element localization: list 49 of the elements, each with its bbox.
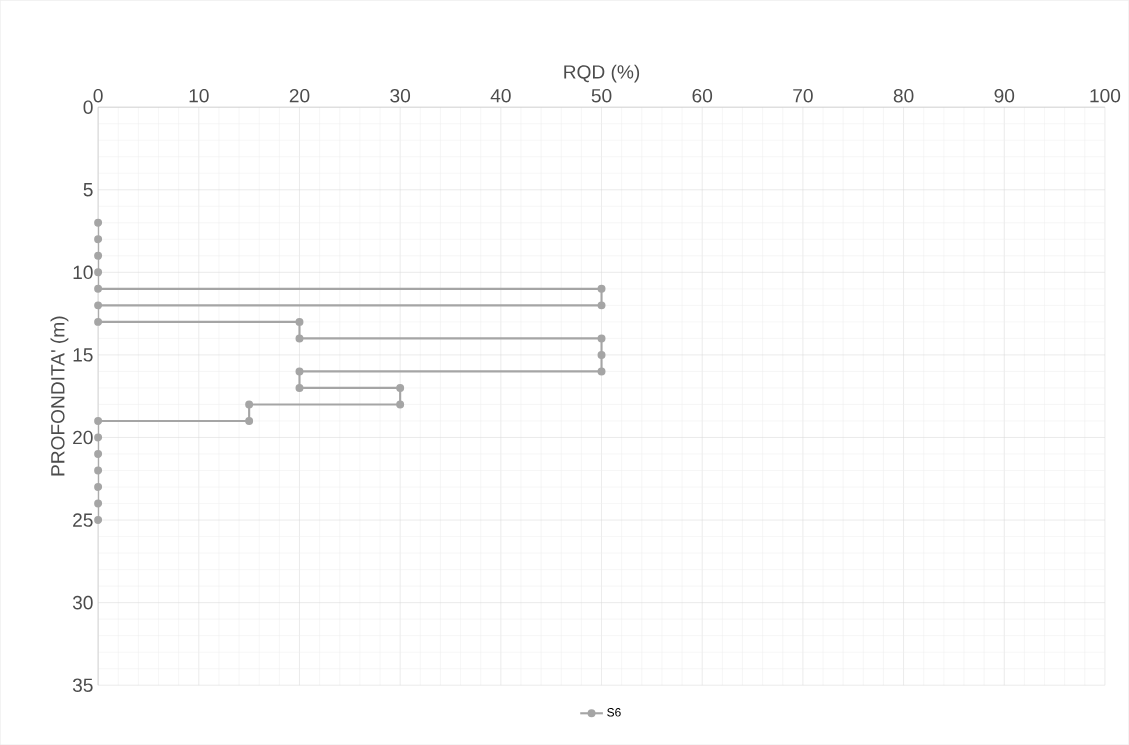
point bbox=[94, 466, 103, 475]
x-axis-title: RQD (%) bbox=[564, 64, 640, 83]
y-tick-label: 25 bbox=[73, 513, 93, 527]
x-tick-label: 80 bbox=[893, 88, 914, 103]
point bbox=[94, 301, 103, 310]
point bbox=[295, 317, 304, 326]
point bbox=[295, 334, 304, 343]
point bbox=[94, 235, 103, 244]
x-tick-label: 70 bbox=[793, 88, 813, 103]
point bbox=[295, 383, 304, 392]
y-tick-label: 15 bbox=[73, 348, 93, 362]
point bbox=[94, 317, 103, 326]
x-tick-label: 20 bbox=[289, 88, 310, 103]
point bbox=[245, 416, 254, 425]
y-axis-title: PROFONDITA' (m) bbox=[50, 316, 69, 476]
x-tick-label: 60 bbox=[692, 88, 713, 103]
point bbox=[94, 449, 103, 458]
y-tick-label: 0 bbox=[83, 100, 93, 114]
point bbox=[94, 416, 103, 425]
point bbox=[597, 350, 606, 359]
point bbox=[245, 400, 254, 409]
x-tick-label: 30 bbox=[390, 88, 411, 103]
y-tick-label: 10 bbox=[73, 265, 93, 280]
point bbox=[94, 284, 103, 293]
point bbox=[597, 334, 606, 343]
y-tick-label: 35 bbox=[72, 678, 93, 692]
point bbox=[94, 499, 103, 508]
x-tick-label: 100 bbox=[1090, 88, 1121, 103]
y-tick-label: 20 bbox=[73, 430, 93, 445]
point bbox=[94, 482, 103, 491]
point bbox=[94, 268, 103, 277]
x-tick-label: 10 bbox=[189, 88, 209, 103]
x-tick-label: 0 bbox=[93, 88, 103, 103]
point bbox=[94, 251, 103, 260]
point bbox=[597, 301, 606, 310]
point bbox=[396, 383, 405, 392]
y-tick-label: 5 bbox=[83, 183, 93, 197]
x-tick-label: 40 bbox=[490, 88, 511, 103]
point bbox=[597, 367, 606, 376]
point bbox=[396, 400, 405, 409]
point bbox=[597, 284, 606, 293]
x-tick-label: 50 bbox=[591, 88, 612, 103]
point bbox=[94, 516, 103, 524]
point bbox=[94, 433, 103, 442]
legend-label: S6 bbox=[607, 708, 621, 717]
point bbox=[295, 367, 304, 376]
x-tick-label: 90 bbox=[994, 88, 1015, 103]
point bbox=[94, 218, 103, 227]
y-tick-label: 30 bbox=[72, 595, 93, 610]
